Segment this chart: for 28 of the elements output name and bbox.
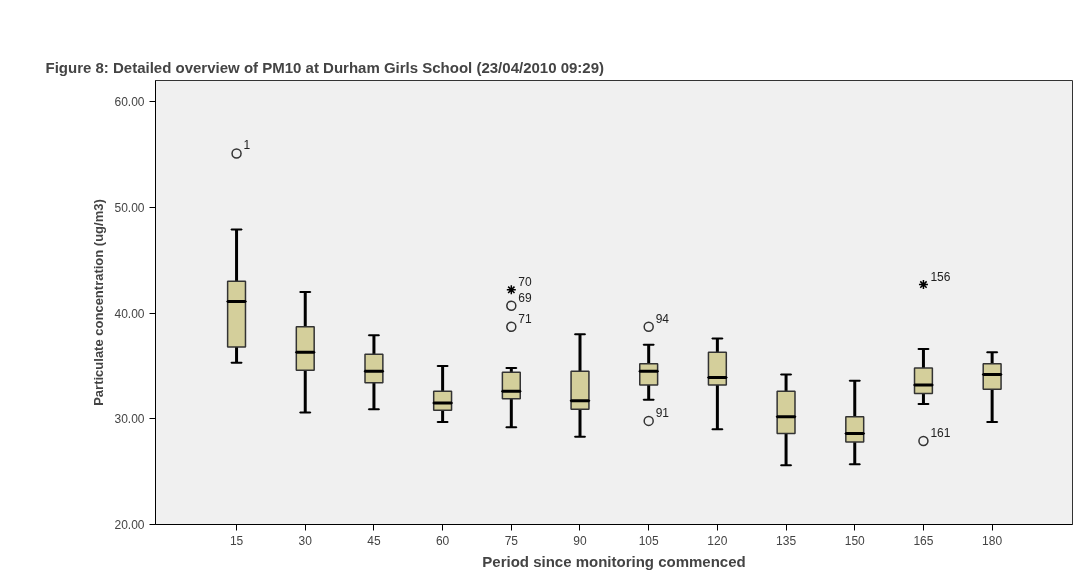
x-tick-label: 180 bbox=[982, 533, 1003, 548]
y-axis-title: Particulate concentration (ug/m3) bbox=[91, 199, 107, 406]
y-tick-label: 30.00 bbox=[114, 412, 145, 427]
x-tick-label: 90 bbox=[573, 533, 587, 548]
x-axis-title: Period since monitoring commenced bbox=[482, 552, 746, 570]
y-tick-label: 50.00 bbox=[114, 200, 145, 215]
annotation: 69 bbox=[518, 290, 532, 305]
x-tick-label: 165 bbox=[913, 533, 934, 548]
x-tick-label: 120 bbox=[707, 533, 728, 548]
y-tick-label: 20.00 bbox=[114, 518, 145, 532]
x-tick-label: 75 bbox=[504, 533, 519, 548]
annotation: 1 bbox=[243, 138, 251, 153]
x-tick-label: 150 bbox=[844, 533, 866, 548]
annotation: 70 bbox=[518, 274, 532, 289]
annotation: 94 bbox=[655, 311, 670, 326]
y-tick-label: 60.00 bbox=[114, 95, 145, 110]
x-tick-label: 135 bbox=[776, 533, 797, 548]
x-tick-label: 105 bbox=[638, 533, 660, 548]
x-tick-label: 45 bbox=[367, 533, 381, 548]
annotation: 91 bbox=[655, 405, 670, 420]
annotation: 156 bbox=[930, 269, 951, 284]
y-tick-label: 40.00 bbox=[114, 306, 145, 321]
x-tick-label: 15 bbox=[229, 533, 244, 548]
annotation: 71 bbox=[518, 311, 532, 326]
annotation: 161 bbox=[930, 425, 951, 440]
x-tick-label: 60 bbox=[435, 533, 450, 548]
x-tick-label: 30 bbox=[298, 533, 313, 548]
chart-title: Figure 8: Detailed overview of PM10 at Durham Girls School (23/04/2010 09:29) bbox=[45, 58, 605, 76]
